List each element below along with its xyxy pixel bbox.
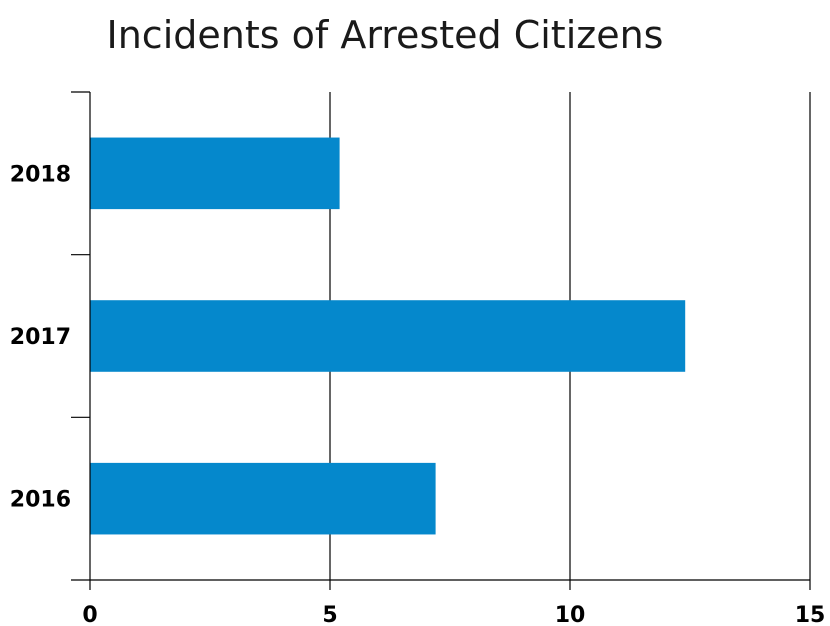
y-tick-labels: 2018 2017 2016 [10, 162, 71, 512]
y-tick-label-2017: 2017 [10, 325, 71, 350]
x-tick-label-10: 10 [555, 603, 586, 626]
y-tick-label-2016: 2016 [10, 488, 71, 513]
x-tick-label-0: 0 [82, 603, 97, 626]
chart-title: Incidents of Arrested Citizens [107, 13, 664, 57]
bar-2017 [90, 300, 686, 372]
y-tick-label-2018: 2018 [10, 162, 71, 187]
bars [90, 137, 686, 535]
axes [71, 91, 810, 590]
x-tick-label-15: 15 [795, 603, 826, 626]
x-tick-label-5: 5 [322, 603, 337, 626]
bar-2016 [90, 462, 436, 535]
bar-2018 [90, 137, 340, 210]
x-tick-labels: 0 5 10 15 [82, 603, 825, 626]
